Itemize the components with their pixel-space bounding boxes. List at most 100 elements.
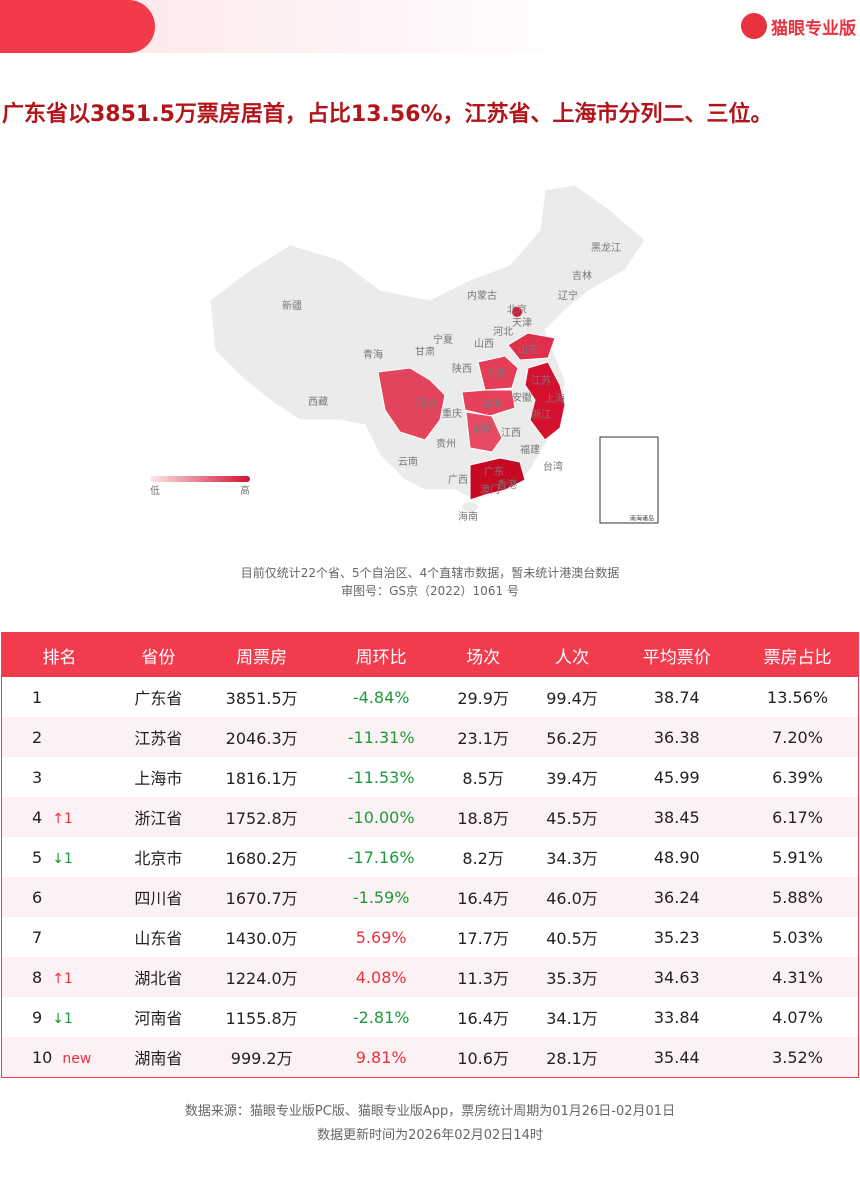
province-label: 上海 <box>545 392 565 405</box>
rank-cell: 1 <box>2 677 118 717</box>
cell: -2.81% <box>352 1007 410 1027</box>
cell: 23.1万 <box>438 717 528 757</box>
cell: 1155.8万 <box>225 1009 298 1028</box>
cell: -4.84% <box>352 687 410 707</box>
table-row: 6 四川省 1670.7万 -1.59% 16.4万 46.0万 36.24 5.88% <box>1 877 859 917</box>
column-header: 场次 <box>438 632 528 677</box>
province-label: 海南 <box>458 510 478 523</box>
cell: 29.9万 <box>457 689 509 708</box>
cell: -1.59% <box>323 877 439 917</box>
province-label: 云南 <box>398 455 418 468</box>
cell: -11.53% <box>347 767 415 787</box>
cell: 山东省 <box>134 929 183 948</box>
province-label: 澳门 <box>480 483 500 496</box>
cell: 4.07% <box>772 1007 823 1027</box>
footer-note: 数据更新时间为2026年02月02日14时 <box>317 1128 543 1143</box>
rank: 9 <box>32 1007 43 1027</box>
logo-icon <box>741 13 767 39</box>
province-label: 安徽 <box>512 391 532 404</box>
table-row: 10 new 湖南省 999.2万 9.81% 10.6万 28.1万 35.44 3.52% <box>1 1037 859 1078</box>
column-header: 排名 <box>1 632 117 677</box>
cell: 34.3万 <box>546 849 598 868</box>
table-row: 7 山东省 1430.0万 5.69% 17.7万 40.5万 35.23 5.03% <box>2 917 859 957</box>
cell: 1752.8万 <box>199 797 324 837</box>
ranking-table: 排名 省份 周票房 周环比 场次 人次 平均票价 票房占比 1 广东省 3851.5万 -4.84% 2… <box>1 632 859 1078</box>
cell: 5.69% <box>355 927 407 947</box>
cell: 39.4万 <box>546 769 598 788</box>
cell: 河南省 <box>134 1009 183 1028</box>
column-header: 省份 <box>117 632 200 677</box>
cell: -17.16% <box>347 847 415 867</box>
column-header: 周环比 <box>323 632 439 677</box>
region-guangdong <box>469 457 526 501</box>
cell: 13.56% <box>767 687 829 707</box>
province-label: 甘肃 <box>415 345 435 358</box>
region-sichuan <box>377 367 446 441</box>
header-row: 排名 省份 周票房 周环比 场次 人次 平均票价 票房占比 <box>1 632 859 677</box>
province-label: 天津 <box>512 317 532 329</box>
rank-change: ↑1 <box>52 810 73 827</box>
rank: 3 <box>32 767 43 787</box>
cell: 36.38 <box>616 717 738 757</box>
column-header: 人次 <box>527 632 617 677</box>
rank: 8 <box>32 967 43 987</box>
province-label: 江西 <box>501 427 521 439</box>
rank: 10 <box>32 1047 53 1067</box>
cell: 4.08% <box>323 957 439 997</box>
cell: 45.5万 <box>527 797 617 837</box>
cell: 40.5万 <box>546 929 598 948</box>
cell: 38.45 <box>616 797 738 837</box>
table-row: 4 ↑1 浙江省 1752.8万 -10.00% 18.8万 45.5万 38.45 6.17% <box>1 797 859 837</box>
cell: 3.52% <box>737 1037 859 1078</box>
province-label: 宁夏 <box>433 333 453 346</box>
legend-bar <box>150 476 250 482</box>
cell: 34.63 <box>616 957 738 997</box>
rank-cell: 5 ↓1 <box>2 837 118 877</box>
column-header: 周票房 <box>199 632 324 677</box>
logo-text: 猫眼专业版 <box>771 18 856 39</box>
province-label: 南海诸岛 <box>630 515 654 523</box>
province-label: 山西 <box>474 338 494 350</box>
cell: 1680.2万 <box>225 849 298 868</box>
province-label: 香港 <box>497 479 517 491</box>
hainan <box>462 502 478 512</box>
rank-cell: 9 ↓1 <box>2 997 118 1037</box>
rank-change: new <box>62 1050 92 1067</box>
cell: 28.1万 <box>527 1037 617 1078</box>
cell: 湖北省 <box>117 957 200 997</box>
region-east <box>524 361 566 441</box>
cell: 10.6万 <box>438 1037 528 1078</box>
cell: 18.8万 <box>438 797 528 837</box>
province-label: 新疆 <box>282 299 302 312</box>
rank: 2 <box>32 727 43 747</box>
cell: 36.24 <box>616 877 738 917</box>
cell: 6.39% <box>772 767 823 787</box>
rank-cell: 7 <box>2 917 118 957</box>
cell: 3851.5万 <box>225 689 298 708</box>
province-label: 河南 <box>487 367 507 380</box>
cell: 35.3万 <box>527 957 617 997</box>
headline: 广东省以3851.5万票房居首，占比13.56%，江苏省、上海市分列二、三位。 <box>2 102 773 127</box>
table-row: 2 江苏省 2046.3万 -11.31% 23.1万 56.2万 36.38 7.20% <box>1 717 859 757</box>
rank: 1 <box>32 687 43 707</box>
province-label: 河北 <box>493 326 513 338</box>
legend-high: 高 <box>240 484 250 497</box>
rank-cell: 3 <box>2 757 118 797</box>
rank-cell: 4 ↑1 <box>1 797 117 837</box>
province-label: 浙江 <box>531 409 551 421</box>
table-row: 9 ↓1 河南省 1155.8万 -2.81% 16.4万 34.1万 33.84 4.07% <box>2 997 859 1037</box>
rank-change: ↑1 <box>52 970 73 987</box>
cell: 江苏省 <box>117 717 200 757</box>
province-label: 湖北 <box>483 398 503 410</box>
cell: 北京市 <box>134 849 183 868</box>
cell: 1430.0万 <box>225 929 298 948</box>
cell: 17.7万 <box>457 929 509 948</box>
cell: 1816.1万 <box>225 769 298 788</box>
table-row: 3 上海市 1816.1万 -11.53% 8.5万 39.4万 45.99 6.39% <box>2 757 859 797</box>
cell: 8.2万 <box>462 849 504 868</box>
rank-cell: 10 new <box>1 1037 117 1078</box>
top-banner: 猫眼专业版 <box>0 0 860 53</box>
cell: 35.44 <box>616 1037 738 1078</box>
province-label: 台湾 <box>543 460 563 473</box>
rank-change: ↓1 <box>52 850 73 867</box>
